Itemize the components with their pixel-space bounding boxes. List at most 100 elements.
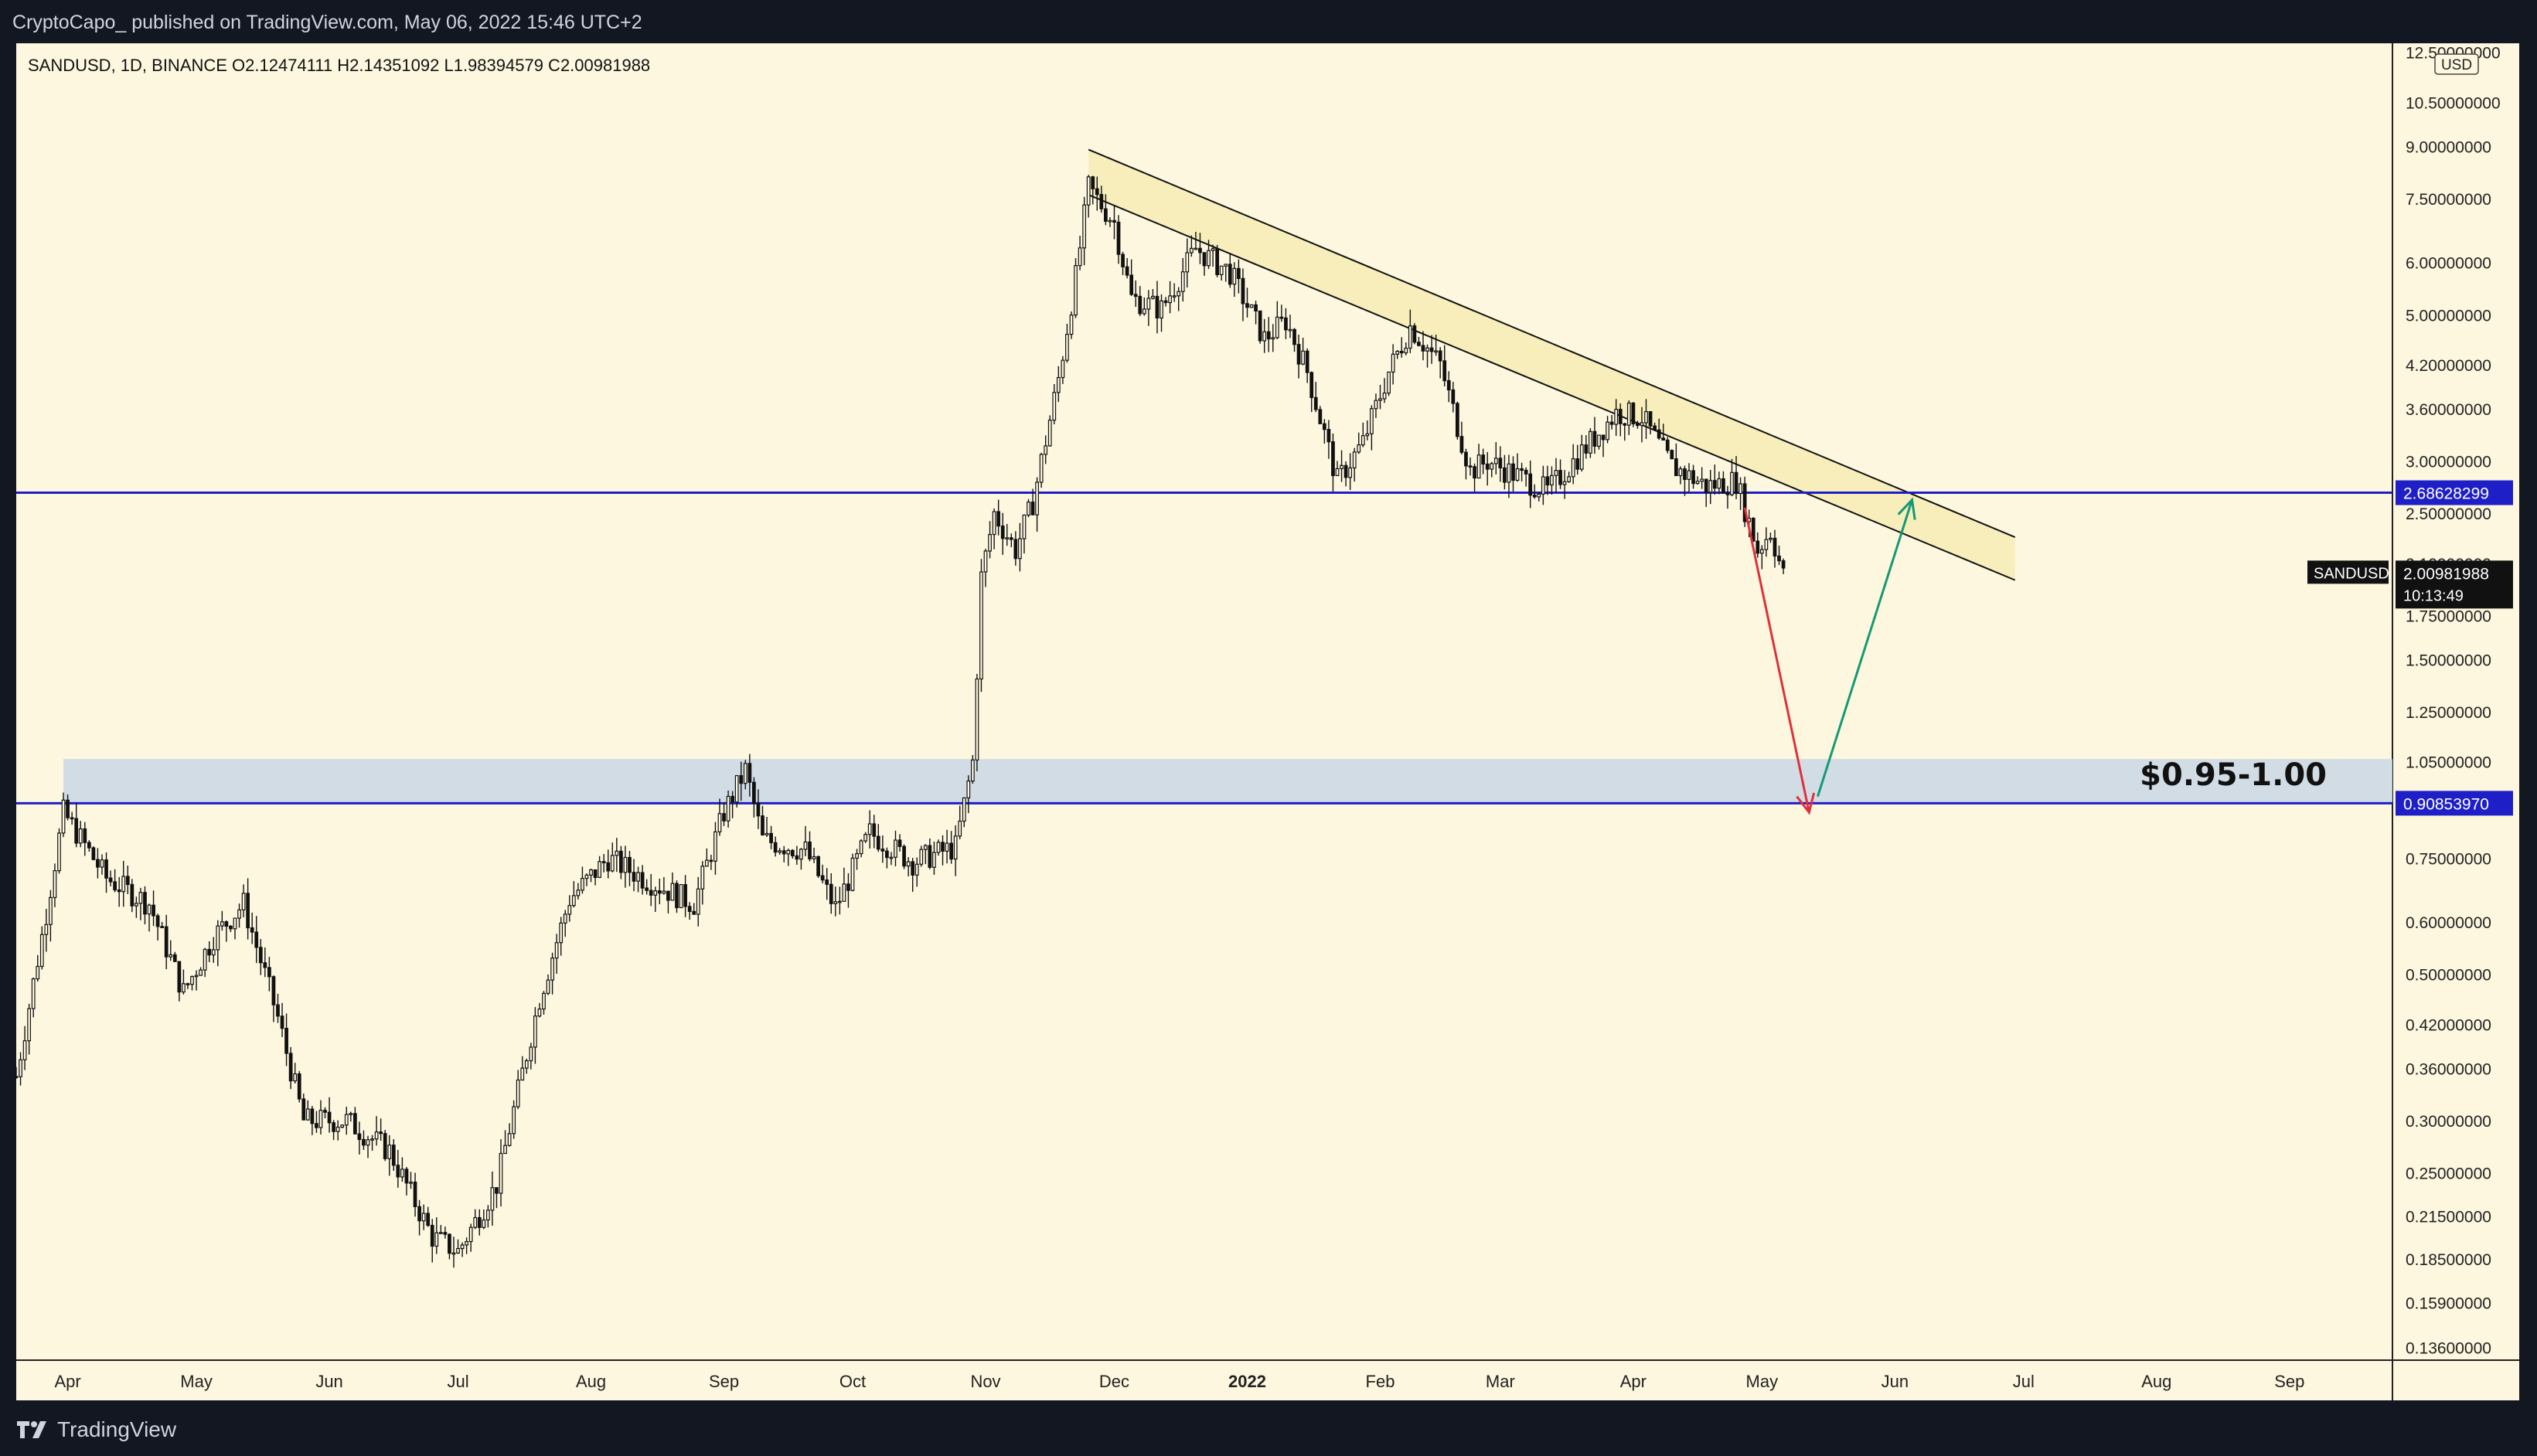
candle-body xyxy=(1370,408,1374,434)
candle-body xyxy=(19,1059,22,1077)
candle-body xyxy=(790,849,795,856)
candle-body xyxy=(499,1152,503,1194)
candle-body xyxy=(1163,300,1168,304)
candle-body xyxy=(859,840,863,855)
candle-body xyxy=(1301,350,1305,365)
candle-body xyxy=(970,759,975,782)
price-tick-label: 2.50000000 xyxy=(2406,505,2491,523)
candle-body xyxy=(932,852,936,868)
time-tick-label: Aug xyxy=(576,1372,606,1391)
candle-body xyxy=(186,983,190,985)
candle-body xyxy=(1305,350,1309,373)
candle-body xyxy=(1498,458,1503,469)
last-price-symbol-bg xyxy=(2307,560,2389,584)
candle-body xyxy=(1254,304,1258,312)
candle-body xyxy=(975,678,979,761)
candle-body xyxy=(571,895,576,907)
candle-body xyxy=(649,890,653,896)
time-tick-label: Dec xyxy=(1099,1372,1129,1391)
candle-body xyxy=(134,903,138,907)
price-tick-label: 0.30000000 xyxy=(2406,1113,2491,1131)
candle-body xyxy=(1249,304,1254,308)
candle-body xyxy=(863,834,868,842)
candle-body xyxy=(87,842,91,849)
candle-body xyxy=(1078,247,1082,267)
candle-body xyxy=(1160,300,1163,319)
zone-label: $0.95-1.00 xyxy=(2140,757,2327,793)
currency-label: USD xyxy=(2441,57,2472,73)
price-tick-label: 3.60000000 xyxy=(2406,401,2491,419)
price-tick-label: 0.13600000 xyxy=(2406,1339,2491,1357)
candle-body xyxy=(1292,328,1296,345)
candle-body xyxy=(803,841,808,850)
price-tick-label: 0.60000000 xyxy=(2406,914,2491,932)
candle-body xyxy=(1133,294,1138,298)
candle-body xyxy=(1464,451,1468,467)
candle-body xyxy=(332,1122,335,1132)
candle-body xyxy=(1061,359,1065,379)
candle-body xyxy=(1623,423,1627,426)
publish-info: CryptoCapo_ published on TradingView.com… xyxy=(12,12,642,33)
candle-body xyxy=(550,958,554,981)
candle-body xyxy=(1391,353,1395,373)
candle-body xyxy=(765,832,769,835)
candle-body xyxy=(147,904,152,915)
candle-body xyxy=(546,979,550,994)
candle-body xyxy=(1035,481,1039,515)
time-tick-label: Aug xyxy=(2141,1372,2171,1391)
candle-body xyxy=(1507,463,1511,483)
candle-body xyxy=(850,857,855,891)
candle-body xyxy=(1558,470,1562,485)
candle-body xyxy=(1360,435,1365,446)
candle-body xyxy=(1168,295,1172,304)
candle-body xyxy=(1781,560,1786,569)
candle-body xyxy=(1473,466,1476,479)
candle-body xyxy=(692,910,696,915)
candle-body xyxy=(36,965,40,980)
candle-body xyxy=(1687,470,1691,480)
last-price-symbol: SANDUSD xyxy=(2314,565,2389,582)
tradingview-brand[interactable]: TradingView xyxy=(15,1417,176,1442)
candle-body xyxy=(958,820,962,837)
candle-body xyxy=(237,909,241,919)
candle-body xyxy=(1177,291,1181,297)
candle-body xyxy=(563,913,567,924)
candle-body xyxy=(615,850,619,856)
candle-body xyxy=(344,1114,349,1126)
candle-body xyxy=(1640,422,1644,427)
candle-body xyxy=(782,850,786,855)
candle-body xyxy=(1725,492,1730,495)
candle-body xyxy=(1601,434,1606,441)
candle-body xyxy=(1331,441,1335,477)
candle-body xyxy=(1678,468,1683,477)
candle-body xyxy=(448,1233,451,1254)
channel-upper-line xyxy=(1088,148,2016,539)
candle-body xyxy=(1275,316,1279,338)
candle-body xyxy=(507,1133,512,1146)
candle-body xyxy=(713,831,717,862)
candle-body xyxy=(1022,514,1027,539)
candle-body xyxy=(786,849,791,855)
candle-body xyxy=(928,845,932,868)
candle-body xyxy=(276,1004,280,1017)
candle-body xyxy=(1352,451,1357,469)
candle-body xyxy=(1374,400,1378,410)
candle-body xyxy=(404,1169,409,1184)
candle-body xyxy=(220,921,224,927)
candle-body xyxy=(1232,267,1237,285)
candle-body xyxy=(520,1067,525,1081)
candle-body xyxy=(1438,350,1442,362)
candle-body xyxy=(1313,396,1318,410)
candle-body xyxy=(1618,409,1623,424)
candle-body xyxy=(1395,350,1400,355)
candle-body xyxy=(121,876,126,893)
candle-body xyxy=(1284,317,1288,331)
candle-body xyxy=(1528,473,1533,496)
candle-body xyxy=(949,842,954,860)
candle-body xyxy=(979,571,983,680)
candle-body xyxy=(396,1165,400,1178)
candle-body xyxy=(567,905,572,915)
price-tick-label: 0.21500000 xyxy=(2406,1209,2491,1226)
candle-body xyxy=(78,828,83,844)
